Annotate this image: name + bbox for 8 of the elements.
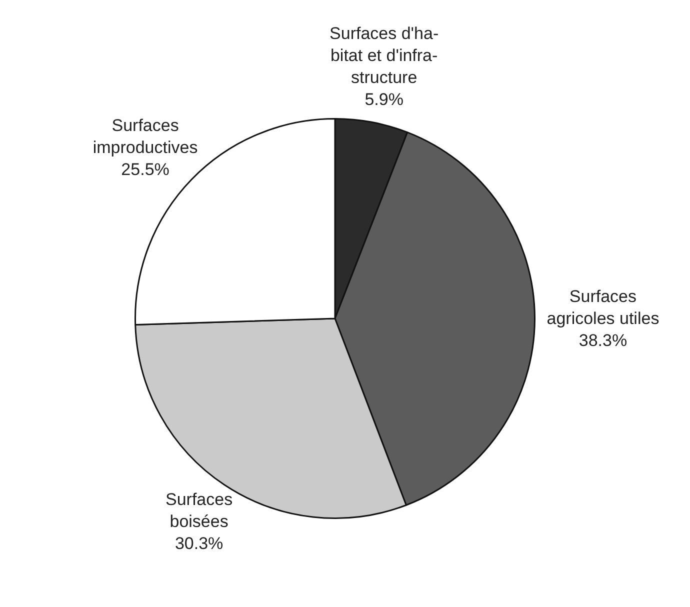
slice-label: Surfaces boisées [165,490,233,531]
data-label: 5.9% [364,90,404,109]
slice-label: Surfaces d'ha- bitat et d'infra- structure [330,24,439,87]
slice-label: Surfaces agricoles utiles [546,286,660,328]
data-label: 30.3% [174,534,224,553]
data-label: 25.5% [121,160,170,179]
data-label: 38.3% [578,330,628,350]
slice-label: Surfaces improductives [92,116,198,157]
